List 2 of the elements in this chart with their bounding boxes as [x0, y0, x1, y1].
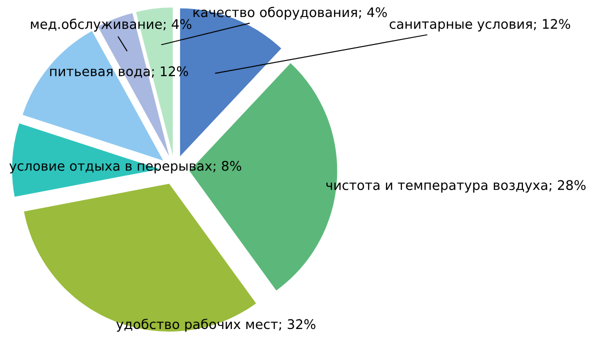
slice-label: санитарные условия; 12%	[390, 18, 570, 32]
slice-label: питьевая вода; 12%	[50, 66, 188, 78]
